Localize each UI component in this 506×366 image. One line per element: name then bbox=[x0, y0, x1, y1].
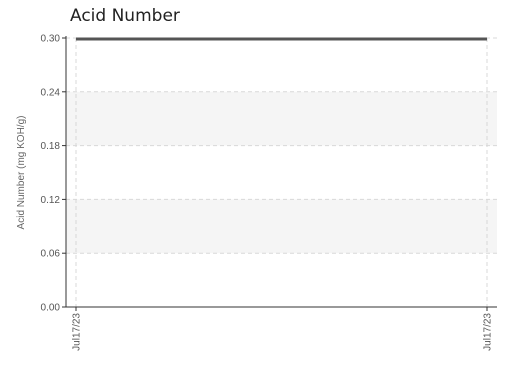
y-tick-label: 0.24 bbox=[41, 87, 61, 98]
y-tick-label: 0.12 bbox=[41, 195, 61, 206]
x-tick-label: Jul17/23 bbox=[483, 313, 494, 351]
x-tick-label: Jul17/23 bbox=[72, 313, 83, 351]
y-tick-label: 0.30 bbox=[41, 34, 61, 45]
grid-band bbox=[66, 91, 497, 146]
y-tick-label: 0.06 bbox=[41, 249, 61, 260]
y-tick-label: 0.18 bbox=[41, 141, 61, 152]
y-axis-ticks: 0.00 0.06 0.12 0.18 0.24 0.30 bbox=[41, 34, 66, 314]
chart-title: Acid Number bbox=[70, 6, 180, 26]
grid-lines bbox=[66, 37, 497, 307]
alternating-bands bbox=[66, 91, 497, 254]
grid-band bbox=[66, 199, 497, 254]
y-axis-label: Acid Number (mg KOH/g) bbox=[16, 116, 27, 230]
y-tick-label: 0.00 bbox=[41, 303, 61, 314]
axes bbox=[65, 36, 497, 308]
x-axis-ticks: Jul17/23 Jul17/23 bbox=[72, 307, 494, 351]
